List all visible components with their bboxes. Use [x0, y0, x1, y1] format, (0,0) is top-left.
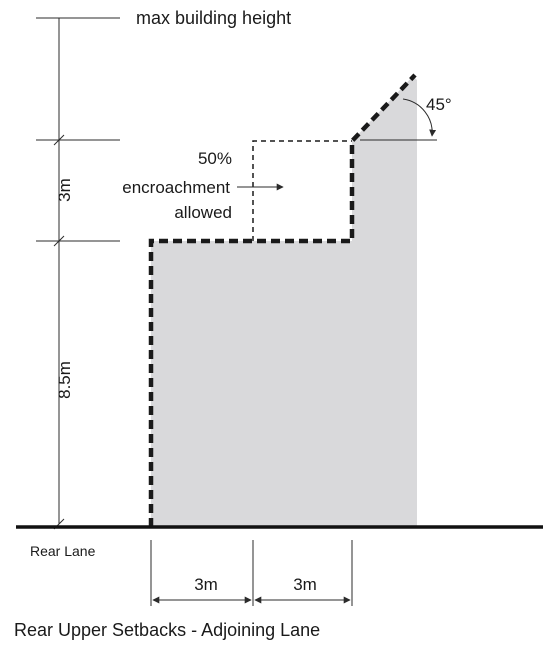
encroachment-pct-label: 50%	[198, 149, 232, 168]
dim-3m-left-label: 3m	[194, 575, 218, 594]
dim-8-5m-vertical-label: 8.5m	[55, 361, 74, 399]
encroachment-box	[252, 140, 352, 241]
dim-3m-vertical-label: 3m	[55, 178, 74, 202]
angle-label: 45°	[426, 95, 452, 114]
vertical-tick	[53, 134, 65, 146]
vertical-tick	[53, 235, 65, 247]
dim-3m-right-label: 3m	[293, 575, 317, 594]
diagram-caption: Rear Upper Setbacks - Adjoining Lane	[14, 620, 320, 640]
building-envelope-area	[151, 76, 417, 527]
max-height-label: max building height	[136, 8, 291, 28]
building-envelope-outline	[148, 73, 417, 527]
encroachment-allowed-label: allowed	[174, 203, 232, 222]
encroachment-label: encroachment	[122, 178, 230, 197]
rear-lane-label: Rear Lane	[30, 543, 96, 559]
angle-arc	[402, 98, 437, 137]
